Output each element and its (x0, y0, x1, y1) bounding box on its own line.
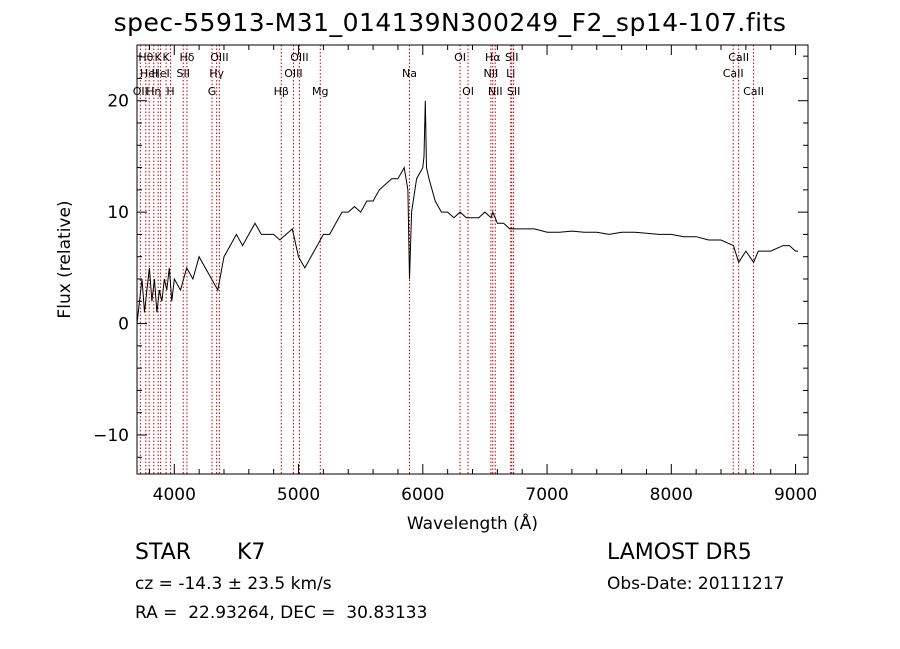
line-marker-label: NII (484, 67, 499, 80)
line-marker-label: SII (505, 51, 518, 64)
x-tick-label: 4000 (153, 485, 196, 505)
x-tick-label: 5000 (277, 485, 320, 505)
x-tick-label: 6000 (401, 485, 444, 505)
line-marker-label: Na (402, 67, 417, 80)
line-marker-label: Hδ (179, 51, 194, 64)
line-marker-label: OIII (290, 51, 308, 64)
spectrum-line (136, 100, 799, 324)
line-marker-label: Hα (485, 51, 501, 64)
line-marker-label: OIII (210, 51, 228, 64)
line-marker-label: Hγ (209, 67, 224, 80)
plot-frame (136, 44, 809, 475)
line-marker-label: SII (176, 67, 189, 80)
line-marker-label: NII (488, 85, 503, 98)
y-tick-label: −10 (93, 426, 129, 446)
line-marker-label: OI (454, 51, 466, 64)
line-marker-label: H (166, 85, 174, 98)
line-marker-label: Hβ (274, 85, 289, 98)
y-tick-label: 20 (107, 92, 129, 112)
line-marker-label: CaII (723, 67, 744, 80)
chart-title: spec-55913-M31_014139N300249_F2_sp14-107… (113, 8, 787, 37)
x-tick-label: 9000 (774, 485, 817, 505)
line-marker-label: Hη (146, 85, 161, 98)
object-subclass: K7 (237, 540, 266, 565)
line-marker-label: SII (507, 85, 520, 98)
line-marker-label: CaII (743, 85, 764, 98)
x-axis-label: Wavelength (Å) (407, 512, 538, 534)
y-tick-label: 10 (107, 203, 129, 223)
line-marker-label: K (155, 51, 163, 64)
line-marker-label: Mg (312, 85, 328, 98)
line-marker-label: K (162, 51, 170, 64)
line-marker-label: OIII (284, 67, 302, 80)
y-tick-label: 0 (118, 315, 129, 335)
line-marker-label: G (208, 85, 217, 98)
line-marker-label: HeI (151, 67, 169, 80)
x-tick-label: 8000 (650, 485, 693, 505)
line-marker-label: Li (506, 67, 515, 80)
y-axis-label: Flux (relative) (55, 200, 75, 318)
line-marker-label: OI (462, 85, 474, 98)
observation-date: Obs-Date: 20111217 (607, 574, 785, 594)
x-tick-label: 7000 (525, 485, 568, 505)
line-marker-label: Hθ (138, 51, 153, 64)
redshift-cz: cz = -14.3 ± 23.5 km/s (135, 574, 332, 594)
object-class: STAR (135, 540, 192, 565)
survey-name: LAMOST DR5 (607, 540, 752, 565)
line-marker-label: CaII (728, 51, 749, 64)
ra-dec: RA = 22.93264, DEC = 30.83133 (135, 603, 428, 623)
